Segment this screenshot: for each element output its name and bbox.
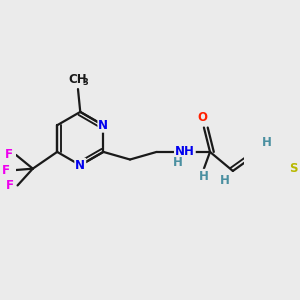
Text: F: F xyxy=(2,164,10,177)
Text: NH: NH xyxy=(175,146,195,158)
Text: S: S xyxy=(289,162,297,175)
Text: 3: 3 xyxy=(83,79,88,88)
Text: H: H xyxy=(199,170,209,183)
Text: N: N xyxy=(98,119,108,132)
Text: F: F xyxy=(4,148,12,161)
Text: N: N xyxy=(75,159,85,172)
Text: H: H xyxy=(220,174,230,188)
Text: CH: CH xyxy=(69,74,87,86)
Text: H: H xyxy=(262,136,272,148)
Text: O: O xyxy=(197,111,207,124)
Text: H: H xyxy=(173,156,183,169)
Text: F: F xyxy=(6,179,14,192)
